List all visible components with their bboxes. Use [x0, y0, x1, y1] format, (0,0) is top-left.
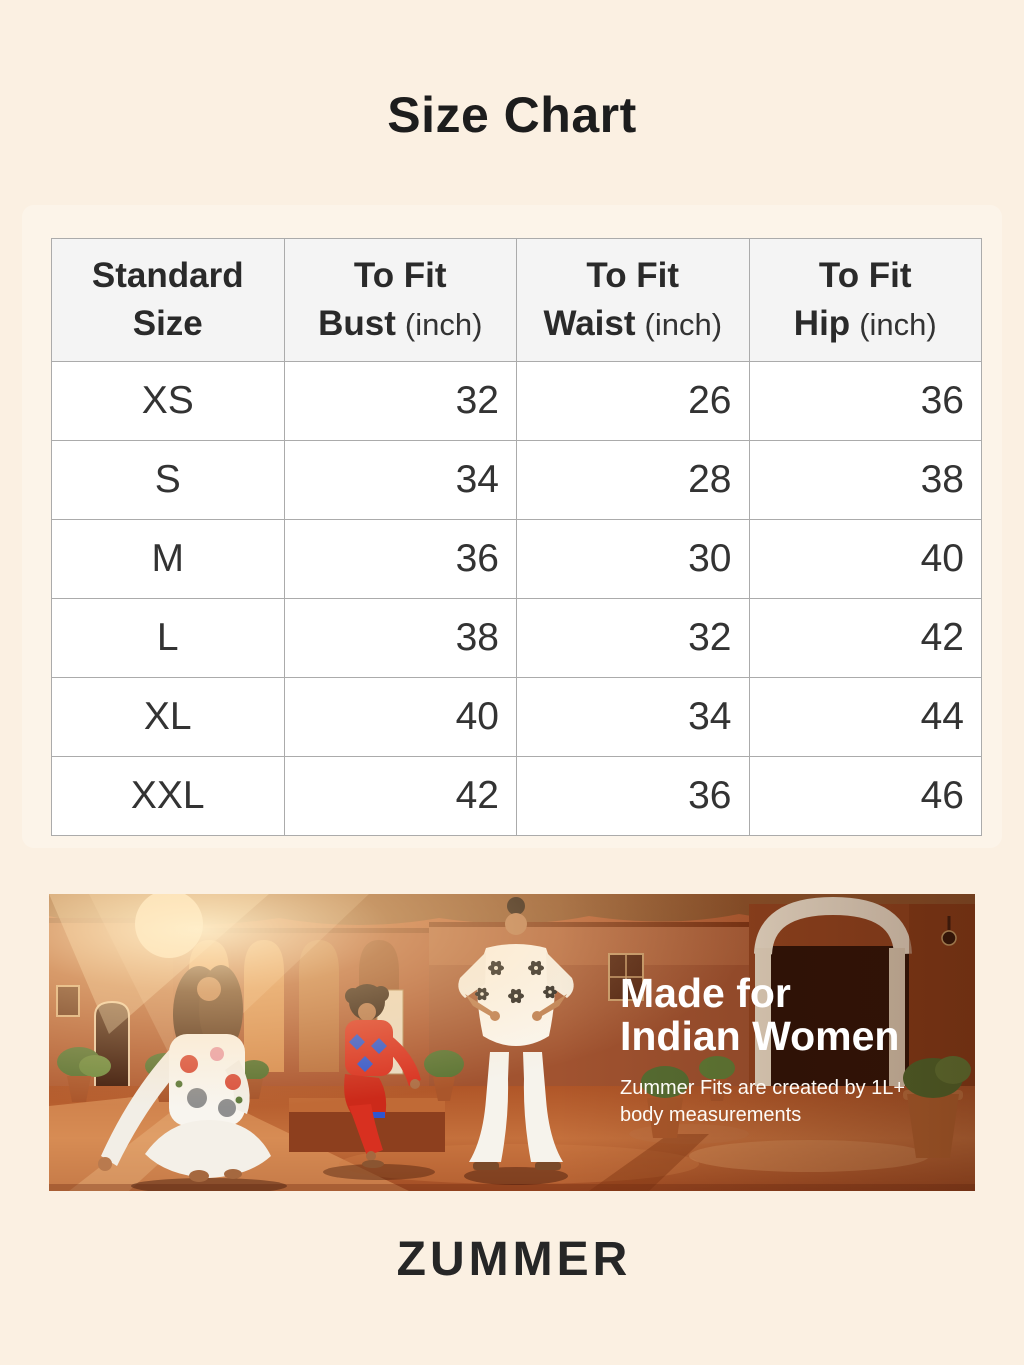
hip-cell: 42	[748, 598, 982, 678]
size-cell: XS	[51, 361, 285, 441]
col-header-waist: To Fit Waist (inch)	[516, 238, 750, 362]
size-cell: XL	[51, 677, 285, 757]
table-row: XXL 42 36 46	[51, 756, 982, 836]
banner-headline: Made for Indian Women	[620, 972, 970, 1058]
size-cell: L	[51, 598, 285, 678]
banner-headline-line2: Indian Women	[620, 1013, 900, 1059]
waist-cell: 28	[516, 440, 750, 520]
waist-cell: 34	[516, 677, 750, 757]
header-line1: To Fit	[818, 255, 912, 295]
hip-cell: 38	[748, 440, 982, 520]
col-header-bust: To Fit Bust (inch)	[283, 238, 517, 362]
table-row: S 34 28 38	[51, 440, 982, 520]
header-line1: Standard	[91, 256, 244, 295]
banner-subtext: Zummer Fits are created by 1L+ body meas…	[620, 1075, 970, 1129]
header-line2: Bust	[318, 303, 396, 343]
table-header-row: Standard Size To Fit Bust (inch) To Fit W…	[51, 238, 982, 362]
waist-cell: 26	[516, 361, 750, 441]
banner-subtext-line1: Zummer Fits are created by 1L+	[620, 1077, 906, 1099]
table-row: XL 40 34 44	[51, 677, 982, 757]
hip-cell: 36	[748, 361, 982, 441]
bust-cell: 40	[283, 677, 517, 757]
bust-cell: 42	[283, 756, 517, 836]
banner-photo	[49, 894, 975, 1191]
bust-cell: 34	[283, 440, 517, 520]
size-cell: S	[51, 440, 285, 520]
bust-cell: 32	[283, 361, 517, 441]
hip-cell: 46	[748, 756, 982, 836]
shade-overlay	[49, 894, 975, 1191]
col-header-standard-size: Standard Size	[51, 238, 285, 362]
header-unit: (inch)	[404, 306, 483, 342]
col-header-hip: To Fit Hip (inch)	[748, 238, 982, 362]
header-unit: (inch)	[644, 306, 723, 342]
hip-cell: 40	[748, 519, 982, 599]
hip-cell: 44	[748, 677, 982, 757]
waist-cell: 32	[516, 598, 750, 678]
banner-copy: Made for Indian Women Zummer Fits are cr…	[620, 972, 970, 1129]
promo-banner: Made for Indian Women Zummer Fits are cr…	[49, 894, 975, 1191]
size-cell: XXL	[51, 756, 285, 836]
waist-cell: 30	[516, 519, 750, 599]
brand-wordmark: ZUMMER	[396, 1233, 632, 1286]
bust-cell: 38	[283, 598, 517, 678]
header-line2: Hip	[793, 303, 851, 343]
banner-headline-line1: Made for	[620, 970, 791, 1016]
header-line1: To Fit	[353, 255, 447, 295]
table-row: XS 32 26 36	[51, 361, 982, 441]
waist-cell: 36	[516, 756, 750, 836]
table-row: L 38 32 42	[51, 598, 982, 678]
header-unit: (inch)	[859, 306, 937, 342]
size-cell: M	[51, 519, 285, 599]
header-line2: Waist	[543, 303, 636, 343]
bust-cell: 36	[283, 519, 517, 599]
header-line2: Size	[132, 304, 203, 343]
size-chart-table: Standard Size To Fit Bust (inch) To Fit W…	[51, 238, 982, 836]
banner-subtext-line2: body measurements	[620, 1104, 802, 1126]
table-row: M 36 30 40	[51, 519, 982, 599]
page-title: Size Chart	[387, 87, 637, 143]
header-line1: To Fit	[586, 255, 680, 295]
